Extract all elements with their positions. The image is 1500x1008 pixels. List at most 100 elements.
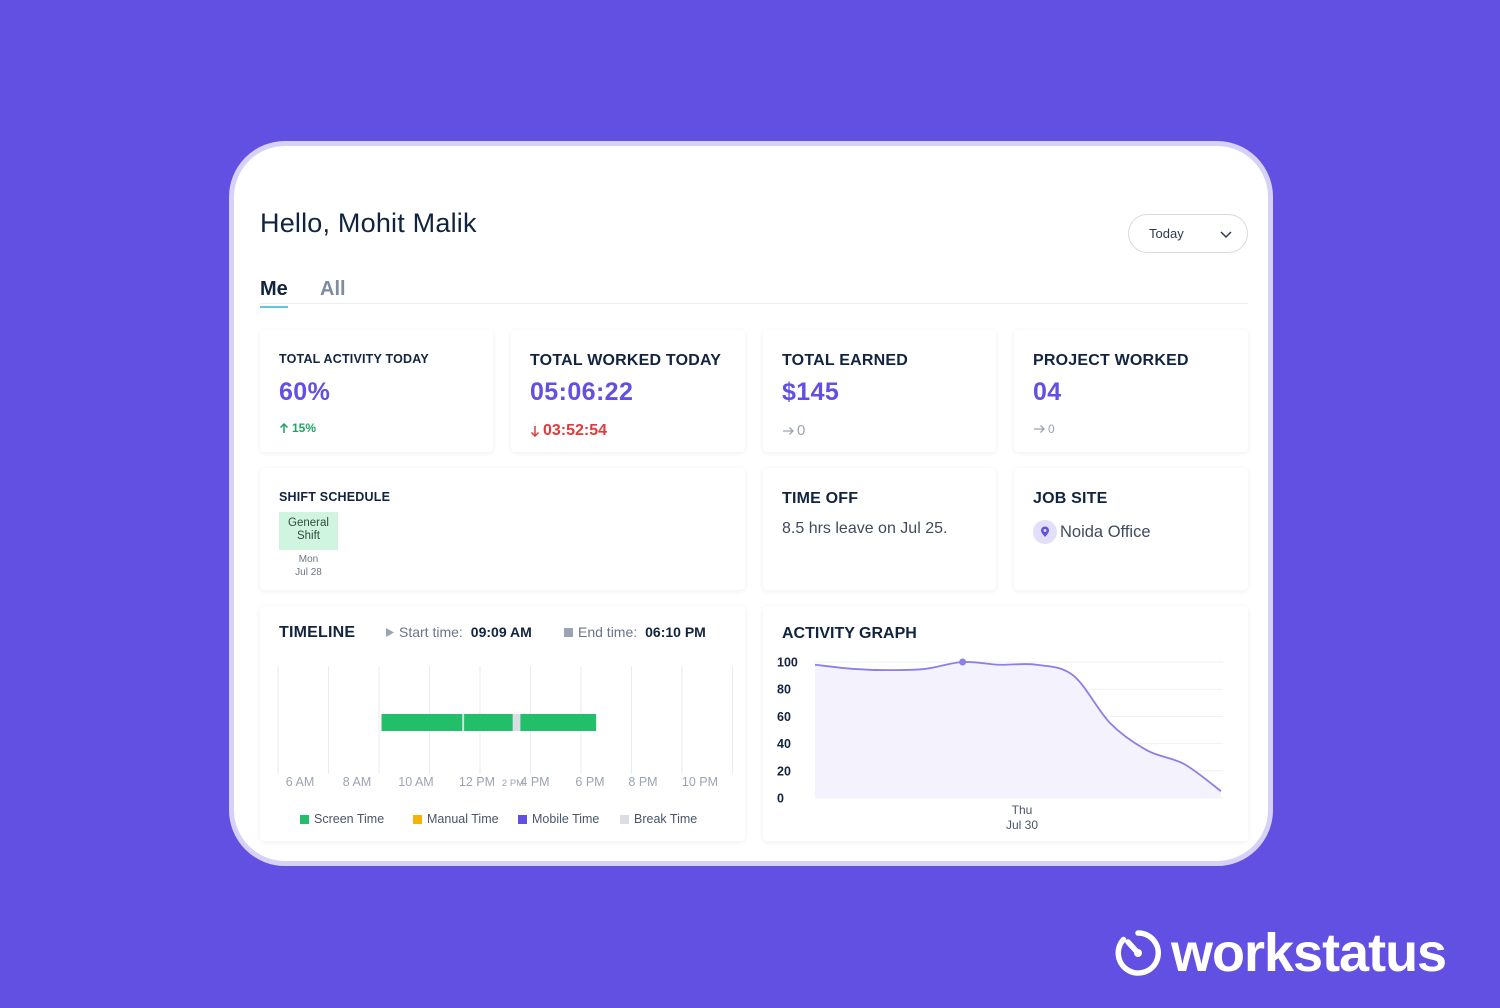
legend-swatch bbox=[300, 814, 309, 824]
activity-point[interactable] bbox=[959, 658, 967, 666]
activity-line bbox=[814, 661, 1222, 792]
arrow-up-icon bbox=[279, 422, 289, 433]
tab-me[interactable]: Me bbox=[260, 278, 288, 308]
map-pin-icon bbox=[1033, 520, 1057, 544]
project-worked-value: 04 bbox=[1033, 378, 1062, 406]
timeline-segment-break[interactable] bbox=[512, 714, 521, 731]
project-worked-card: PROJECT WORKED 04 0 bbox=[1014, 330, 1248, 452]
dashboard-window: Hello, Mohit Malik Today Me All TOTAL AC… bbox=[229, 141, 1273, 866]
timeline-tick-label: 8 PM bbox=[628, 775, 657, 789]
legend-label: Screen Time bbox=[314, 812, 385, 826]
legend-mobile-time: Mobile Time bbox=[518, 812, 599, 826]
greeting: Hello, Mohit Malik bbox=[260, 208, 477, 238]
total-activity-value: 60% bbox=[279, 378, 331, 406]
job-site-name: Noida Office bbox=[1060, 522, 1151, 541]
period-select-value: Today bbox=[1149, 226, 1184, 241]
job-site-title: JOB SITE bbox=[1033, 490, 1108, 507]
legend-screen-time: Screen Time bbox=[300, 812, 384, 826]
timeline-start-label: Start time: bbox=[399, 624, 463, 640]
timeline-tick-label: 2 PM bbox=[502, 778, 524, 789]
total-earned-card: TOTAL EARNED $145 0 bbox=[763, 330, 996, 452]
activity-graph-title: ACTIVITY GRAPH bbox=[782, 625, 917, 642]
activity-y-tick-label: 40 bbox=[777, 737, 791, 751]
timeline-start-value: 09:09 AM bbox=[470, 624, 532, 640]
legend-swatch bbox=[518, 814, 527, 824]
tab-all[interactable]: All bbox=[320, 278, 346, 300]
shift-schedule-card: SHIFT SCHEDULE General Shift Mon Jul 28 bbox=[260, 468, 745, 590]
total-worked-value: 05:06:22 bbox=[530, 378, 634, 406]
activity-area bbox=[815, 661, 1221, 798]
legend-swatch bbox=[413, 814, 422, 824]
arrow-down-icon bbox=[530, 426, 540, 437]
timeline-tick-label: 12 PM bbox=[459, 775, 495, 789]
activity-y-tick-label: 100 bbox=[777, 656, 798, 670]
total-worked-card: TOTAL WORKED TODAY 05:06:22 03:52:54 bbox=[511, 330, 745, 452]
timeline-segment-screen[interactable] bbox=[381, 714, 463, 731]
job-site-location: Noida Office bbox=[1033, 520, 1151, 544]
stop-icon bbox=[564, 627, 573, 637]
project-worked-title: PROJECT WORKED bbox=[1033, 352, 1189, 369]
workstatus-logo: workstatus bbox=[1113, 922, 1447, 984]
timeline-tick-label: 10 AM bbox=[398, 775, 433, 789]
shift-day-label: Mon Jul 28 bbox=[279, 554, 338, 579]
timeline-tick-label: 10 PM bbox=[682, 775, 718, 789]
project-worked-delta-value: 0 bbox=[1048, 422, 1055, 436]
time-off-card: TIME OFF 8.5 hrs leave on Jul 25. bbox=[763, 468, 996, 590]
legend-break-time: Break Time bbox=[620, 812, 697, 826]
timeline-end: End time: 06:10 PM bbox=[564, 624, 706, 640]
activity-y-tick-label: 80 bbox=[777, 683, 791, 697]
total-worked-delta-value: 03:52:54 bbox=[543, 422, 608, 439]
total-activity-card: TOTAL ACTIVITY TODAY 60% 15% bbox=[260, 330, 493, 452]
arrow-right-icon bbox=[783, 426, 794, 435]
total-earned-delta: 0 bbox=[782, 422, 805, 439]
timeline-segment-break[interactable] bbox=[462, 714, 465, 731]
timeline-segment-screen[interactable] bbox=[464, 714, 513, 731]
shift-schedule-title: SHIFT SCHEDULE bbox=[279, 490, 391, 504]
timeline-end-label: End time: bbox=[578, 624, 638, 640]
timeline-chart: 6 AM 8 AM 10 AM 12 PM 2 PM4 PM 6 PM 8 PM 10 PM bbox=[277, 666, 733, 789]
job-site-card: JOB SITE Noida Office bbox=[1014, 468, 1248, 590]
chevron-down-icon bbox=[1220, 230, 1232, 238]
total-earned-delta-value: 0 bbox=[797, 422, 806, 439]
timeline-start: Start time: 09:09 AM bbox=[386, 624, 532, 640]
project-worked-delta: 0 bbox=[1033, 422, 1055, 436]
legend-label: Mobile Time bbox=[532, 812, 600, 826]
total-activity-delta-value: 15% bbox=[292, 421, 317, 435]
period-select[interactable]: Today bbox=[1128, 214, 1248, 253]
arrow-right-icon bbox=[1034, 425, 1045, 433]
time-off-title: TIME OFF bbox=[782, 490, 859, 507]
activity-y-tick-label: 60 bbox=[777, 710, 791, 724]
timeline-segment-screen[interactable] bbox=[520, 714, 597, 731]
total-earned-value: $145 bbox=[782, 378, 840, 406]
activity-x-label-day: Thu bbox=[1012, 803, 1033, 817]
timer-logo-icon bbox=[1115, 930, 1161, 976]
time-off-text: 8.5 hrs leave on Jul 25. bbox=[782, 520, 948, 537]
total-activity-title: TOTAL ACTIVITY TODAY bbox=[279, 352, 429, 366]
legend-manual-time: Manual Time bbox=[413, 812, 499, 826]
shift-chip[interactable]: General Shift bbox=[279, 512, 338, 550]
timeline-title: TIMELINE bbox=[279, 624, 356, 641]
total-activity-delta: 15% bbox=[279, 421, 316, 435]
total-worked-title: TOTAL WORKED TODAY bbox=[530, 352, 722, 369]
tab-bar: Me All bbox=[260, 278, 1248, 308]
activity-graph-card: ACTIVITY GRAPH 100 80 60 40 20 0 Thu Jul 30 bbox=[763, 606, 1248, 841]
play-icon bbox=[386, 627, 394, 637]
timeline-tick-label: 8 AM bbox=[343, 775, 372, 789]
timeline-end-value: 06:10 PM bbox=[645, 624, 706, 640]
legend-swatch bbox=[620, 814, 629, 824]
timeline-card: TIMELINE Start time: 09:09 AM End time: … bbox=[260, 606, 745, 841]
timeline-tick-label: 4 PM bbox=[520, 775, 549, 789]
legend-label: Break Time bbox=[634, 812, 698, 826]
legend-label: Manual Time bbox=[427, 812, 499, 826]
activity-y-tick-label: 0 bbox=[777, 792, 784, 806]
activity-x-label-date: Jul 30 bbox=[1006, 818, 1038, 832]
total-earned-title: TOTAL EARNED bbox=[782, 352, 908, 369]
total-worked-delta: 03:52:54 bbox=[530, 422, 607, 440]
shift-day: Mon bbox=[298, 554, 319, 565]
timeline-tick-label: 6 PM bbox=[575, 775, 604, 789]
brand-name: workstatus bbox=[1171, 923, 1447, 983]
activity-y-tick-label: 20 bbox=[777, 764, 791, 778]
timeline-tick-label: 6 AM bbox=[286, 775, 315, 789]
shift-date: Jul 28 bbox=[295, 566, 322, 578]
